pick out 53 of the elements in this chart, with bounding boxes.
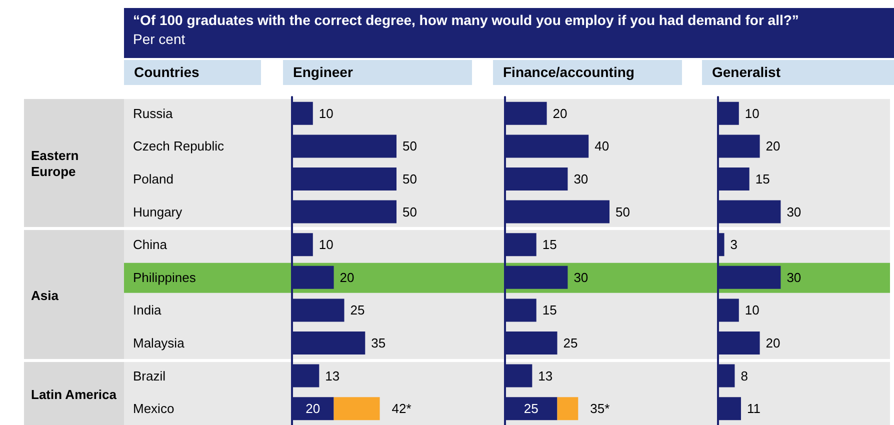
data-label: 20 (306, 401, 320, 416)
y-tick-label: Russia (133, 106, 174, 121)
data-label: 15 (755, 172, 770, 186)
data-label: 40 (594, 138, 610, 154)
data-label: 25 (350, 302, 365, 318)
data-label: 11 (746, 401, 760, 416)
data-label: 30 (786, 204, 802, 220)
data-label: 15 (542, 302, 557, 318)
data-label: 35 (371, 336, 386, 350)
data-label: 20 (340, 270, 354, 285)
data-label: 3 (730, 237, 738, 252)
text: Eastern Europe (31, 148, 80, 180)
data-label: 10 (318, 106, 334, 121)
data-label: 20 (766, 336, 780, 350)
text: Asia (31, 288, 58, 304)
y-axis-title: Countries (124, 60, 261, 85)
text: Latin America (31, 386, 116, 402)
data-label: 13 (325, 368, 340, 384)
data-label: 10 (744, 302, 760, 318)
data-label: 20 (552, 106, 568, 121)
data-label: 30 (574, 270, 588, 285)
text: Per cent (133, 31, 186, 47)
data-label: 10 (318, 237, 334, 252)
data-label: 25 (563, 336, 578, 350)
x-axis-title: Engineer (283, 60, 472, 85)
data-label: 50 (616, 204, 630, 220)
y-tick-label: India (133, 302, 162, 318)
y-tick-label: Mexico (133, 401, 174, 416)
y-tick-label: Czech Republic (133, 138, 225, 154)
y-tick-label: Hungary (133, 204, 183, 220)
data-label: 30 (574, 172, 588, 186)
data-label: 20 (766, 138, 780, 154)
data-label: 25 (524, 401, 538, 416)
data-label: 50 (402, 172, 417, 186)
y-tick-label: Brazil (133, 368, 166, 384)
bar (557, 397, 578, 420)
data-label: 50 (402, 138, 417, 154)
text: “Of 100 graduates with the correct degree, how many would you employ if you had demand for all?” (133, 12, 799, 28)
bar (334, 397, 380, 420)
x-axis-title: Generalist (702, 60, 894, 85)
data-label: 8 (740, 368, 748, 384)
data-label: 15 (542, 237, 557, 252)
y-tick-label: China (133, 237, 168, 252)
data-label: 50 (402, 204, 417, 220)
y-tick-label: Philippines (133, 270, 196, 285)
total-label: 42* (392, 401, 412, 416)
y-tick-label: Malaysia (133, 336, 186, 350)
data-label: 13 (538, 368, 553, 384)
data-label: 30 (786, 270, 802, 285)
total-label: 35* (590, 401, 610, 416)
y-tick-label: Poland (133, 172, 174, 186)
x-axis-title: Finance/accounting (493, 60, 682, 85)
data-label: 10 (744, 106, 760, 121)
